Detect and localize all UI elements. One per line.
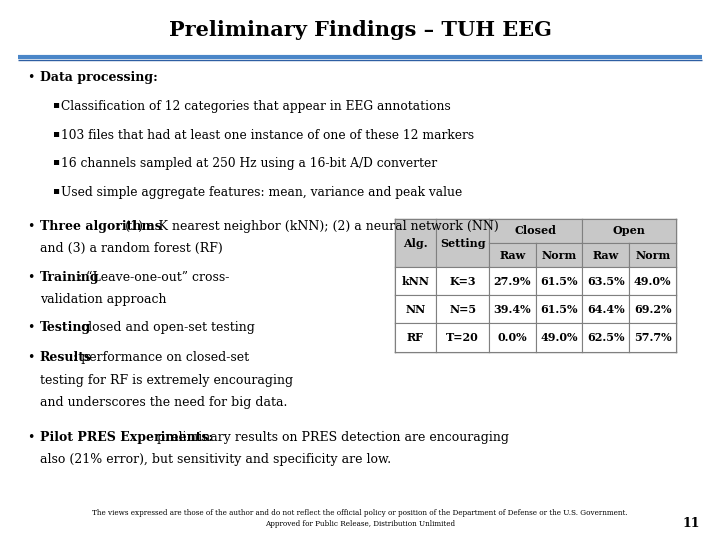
Text: Used simple aggregate features: mean, variance and peak value: Used simple aggregate features: mean, va… <box>61 186 462 199</box>
Text: Norm: Norm <box>635 249 670 261</box>
Text: preliminary results on PRES detection are encouraging: preliminary results on PRES detection ar… <box>153 431 509 444</box>
Text: ▪: ▪ <box>52 186 59 195</box>
Text: Raw: Raw <box>593 249 619 261</box>
Text: 39.4%: 39.4% <box>493 304 531 315</box>
Text: Open: Open <box>613 225 646 237</box>
Text: Setting: Setting <box>440 238 485 248</box>
Text: NN: NN <box>405 304 426 315</box>
Text: kNN: kNN <box>402 276 429 287</box>
Text: ▪: ▪ <box>52 129 59 138</box>
Text: and underscores the need for big data.: and underscores the need for big data. <box>40 396 287 409</box>
Text: 57.7%: 57.7% <box>634 332 672 343</box>
Text: Alg.: Alg. <box>403 238 428 248</box>
Text: : “Leave-one-out” cross-: : “Leave-one-out” cross- <box>78 271 229 284</box>
Text: : closed and open-set testing: : closed and open-set testing <box>73 321 255 334</box>
Text: validation approach: validation approach <box>40 293 166 306</box>
Text: The views expressed are those of the author and do not reflect the official poli: The views expressed are those of the aut… <box>92 509 628 528</box>
Text: 63.5%: 63.5% <box>587 276 625 287</box>
Text: Three algorithms: Three algorithms <box>40 220 161 233</box>
Text: •: • <box>27 351 35 364</box>
Text: •: • <box>27 321 35 334</box>
Text: 16 channels sampled at 250 Hz using a 16-bit A/D converter: 16 channels sampled at 250 Hz using a 16… <box>61 157 437 170</box>
Text: 61.5%: 61.5% <box>540 304 578 315</box>
Text: 64.4%: 64.4% <box>587 304 625 315</box>
Text: Data processing:: Data processing: <box>40 71 158 84</box>
Text: Pilot PRES Experiments:: Pilot PRES Experiments: <box>40 431 212 444</box>
Text: ▪: ▪ <box>52 100 59 109</box>
Text: Results: Results <box>40 351 91 364</box>
Text: Closed: Closed <box>515 225 557 237</box>
Text: 62.5%: 62.5% <box>587 332 625 343</box>
Text: 69.2%: 69.2% <box>634 304 672 315</box>
Text: 49.0%: 49.0% <box>540 332 578 343</box>
Text: 27.9%: 27.9% <box>493 276 531 287</box>
Text: Training: Training <box>40 271 99 284</box>
Text: 49.0%: 49.0% <box>634 276 672 287</box>
Text: •: • <box>27 431 35 444</box>
Text: also (21% error), but sensitivity and specificity are low.: also (21% error), but sensitivity and sp… <box>40 454 391 467</box>
Text: Raw: Raw <box>499 249 526 261</box>
Text: K=3: K=3 <box>449 276 476 287</box>
Text: RF: RF <box>407 332 424 343</box>
Text: Preliminary Findings – TUH EEG: Preliminary Findings – TUH EEG <box>168 19 552 40</box>
Text: 11: 11 <box>683 517 700 530</box>
Text: •: • <box>27 220 35 233</box>
Text: ▪: ▪ <box>52 157 59 166</box>
Text: and (3) a random forest (RF): and (3) a random forest (RF) <box>40 242 222 255</box>
Text: 0.0%: 0.0% <box>498 332 527 343</box>
Text: •: • <box>27 71 35 84</box>
Text: T=20: T=20 <box>446 332 479 343</box>
Text: N=5: N=5 <box>449 304 476 315</box>
Text: Classification of 12 categories that appear in EEG annotations: Classification of 12 categories that app… <box>61 100 451 113</box>
Text: Testing: Testing <box>40 321 91 334</box>
Text: testing for RF is extremely encouraging: testing for RF is extremely encouraging <box>40 374 293 387</box>
Text: 103 files that had at least one instance of one of these 12 markers: 103 files that had at least one instance… <box>61 129 474 141</box>
Text: 61.5%: 61.5% <box>540 276 578 287</box>
Text: : performance on closed-set: : performance on closed-set <box>73 351 249 364</box>
Text: •: • <box>27 271 35 284</box>
Text: Norm: Norm <box>541 249 577 261</box>
Text: : (1) a K nearest neighbor (kNN); (2) a neural network (NN): : (1) a K nearest neighbor (kNN); (2) a … <box>117 220 499 233</box>
